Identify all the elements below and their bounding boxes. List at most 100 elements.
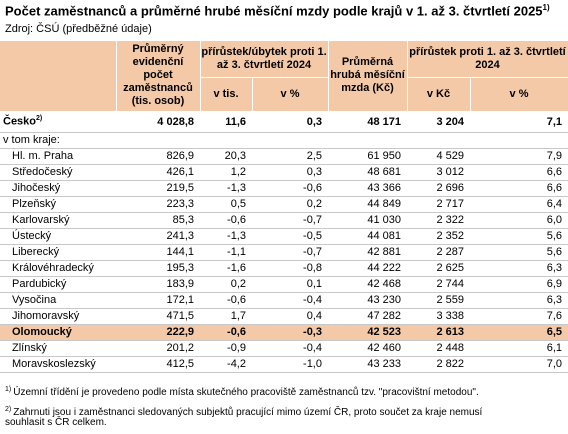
cell-emp-abs: 0,5 [200, 196, 252, 213]
cell-employees: 412,5 [116, 356, 200, 373]
cell-employees: 241,3 [116, 228, 200, 245]
cell-emp-abs: -4,2 [200, 356, 252, 373]
cell-wage-abs: 2 822 [407, 356, 470, 373]
cell-wage-abs: 2 322 [407, 212, 470, 229]
row-label: Moravskoslezský [0, 356, 116, 373]
cell-wage-abs: 2 625 [407, 260, 470, 277]
cell-wage-abs: 3 012 [407, 164, 470, 181]
row-label: Královéhradecký [0, 260, 116, 277]
cell-employees: 219,5 [116, 180, 200, 197]
cell-emp-abs: -1,3 [200, 180, 252, 197]
cell-wage: 42 523 [328, 324, 407, 341]
row-label: Hl. m. Praha [0, 148, 116, 165]
source-note: Zdroj: ČSÚ (předběžné údaje) [5, 23, 152, 35]
footnote: souhlasit s ČR celkem. [5, 417, 107, 428]
cell-wage: 44 222 [328, 260, 407, 277]
cell-wage-pct: 6,3 [470, 292, 568, 309]
table-row: Plzeňský 223,3 0,5 0,2 44 849 2 717 6,4 [0, 196, 568, 213]
cell-wage: 47 282 [328, 308, 407, 325]
cell-wage-abs: 2 717 [407, 196, 470, 213]
cell-employees: 183,9 [116, 276, 200, 293]
row-label: Olomoucký [0, 324, 116, 341]
table-row: Karlovarský 85,3 -0,6 -0,7 41 030 2 322 6,0 [0, 212, 568, 229]
cell-wage-pct: 7,1 [470, 111, 568, 133]
cell-emp-pct: -0,8 [252, 260, 328, 277]
table-title: Počet zaměstnanců a průměrné hrubé měsíč… [5, 3, 550, 19]
cell-emp-abs: -0,6 [200, 324, 252, 341]
header-avg-employees: Průměrný evidenční počet zaměstnanců (ti… [116, 41, 201, 112]
cell-emp-abs: 20,3 [200, 148, 252, 165]
cell-emp-abs: 0,2 [200, 276, 252, 293]
cell-employees: 223,3 [116, 196, 200, 213]
cell-wage-pct: 7,9 [470, 148, 568, 165]
cell-employees: 195,3 [116, 260, 200, 277]
cell-wage: 44 081 [328, 228, 407, 245]
row-label: Liberecký [0, 244, 116, 261]
wages-table: Průměrný evidenční počet zaměstnanců (ti… [0, 41, 568, 373]
row-label: Vysočina [0, 292, 116, 309]
cell-wage: 43 230 [328, 292, 407, 309]
table-row: Zlínský 201,2 -0,9 -0,4 42 460 2 448 6,1 [0, 340, 568, 357]
row-label: Česko2) [0, 111, 116, 133]
cell-emp-abs: -0,9 [200, 340, 252, 357]
footnote: 1) Územní třídění je provedeno podle míst… [5, 386, 479, 399]
cell-wage: 44 849 [328, 196, 407, 213]
table-row: Pardubický 183,9 0,2 0,1 42 468 2 744 6,9 [0, 276, 568, 293]
row-label: Pardubický [0, 276, 116, 293]
cell-employees: 471,5 [116, 308, 200, 325]
cell-employees: 4 028,8 [116, 111, 200, 133]
cell-wage: 61 950 [328, 148, 407, 165]
header-corner [0, 41, 117, 112]
row-label: Středočeský [0, 164, 116, 181]
cell-employees: 172,1 [116, 292, 200, 309]
cell-employees: 826,9 [116, 148, 200, 165]
header-emp-change-abs: v tis. [200, 77, 253, 112]
table-row: Jihočeský 219,5 -1,3 -0,6 43 366 2 696 6,6 [0, 180, 568, 197]
cell-emp-abs: 11,6 [200, 111, 252, 133]
cell-employees: 426,1 [116, 164, 200, 181]
cell-wage: 43 233 [328, 356, 407, 373]
row-label: Jihomoravský [0, 308, 116, 325]
table-row: Liberecký 144,1 -1,1 -0,7 42 881 2 287 5,6 [0, 244, 568, 261]
row-label: Zlínský [0, 340, 116, 357]
cell-wage-pct: 5,6 [470, 244, 568, 261]
cell-wage-abs: 2 287 [407, 244, 470, 261]
table-row-section: v tom kraje: [0, 132, 568, 149]
table-row: Středočeský 426,1 1,2 0,3 48 681 3 012 6,6 [0, 164, 568, 181]
cell-wage-abs: 4 529 [407, 148, 470, 165]
cell-employees: 201,2 [116, 340, 200, 357]
cell-emp-abs: -1,3 [200, 228, 252, 245]
cell-employees: 85,3 [116, 212, 200, 229]
cell-emp-pct: 0,4 [252, 308, 328, 325]
header-emp-change: přírůstek/úbytek proti 1. až 3. čtvrtlet… [200, 41, 329, 78]
cell-wage-abs: 3 338 [407, 308, 470, 325]
footnote: 2) Zahrnuti jsou i zaměstnanci sledovanýc… [5, 406, 483, 419]
table-row: Ústecký 241,3 -1,3 -0,5 44 081 2 352 5,6 [0, 228, 568, 245]
cell-wage: 48 681 [328, 164, 407, 181]
cell-wage-abs: 2 613 [407, 324, 470, 341]
header-wage-change: přírůstek proti 1. až 3. čtvrtletí 2024 [407, 41, 568, 78]
cell-employees: 222,9 [116, 324, 200, 341]
cell-emp-pct: -0,3 [252, 324, 328, 341]
cell-emp-abs: 1,2 [200, 164, 252, 181]
cell-emp-abs: -1,1 [200, 244, 252, 261]
cell-emp-pct: -0,5 [252, 228, 328, 245]
row-label: Plzeňský [0, 196, 116, 213]
cell-wage-abs: 2 744 [407, 276, 470, 293]
cell-wage-pct: 7,6 [470, 308, 568, 325]
cell-wage-abs: 2 559 [407, 292, 470, 309]
cell-emp-pct: -0,6 [252, 180, 328, 197]
cell-emp-abs: -0,6 [200, 292, 252, 309]
cell-emp-pct: 0,3 [252, 164, 328, 181]
header-avg-wage: Průměrná hrubá měsíční mzda (Kč) [328, 41, 408, 112]
cell-wage-abs: 2 696 [407, 180, 470, 197]
table-row: Jihomoravský 471,5 1,7 0,4 47 282 3 338 7,6 [0, 308, 568, 325]
cell-wage: 42 881 [328, 244, 407, 261]
cell-wage-pct: 6,6 [470, 164, 568, 181]
row-label: Ústecký [0, 228, 116, 245]
table-row: Hl. m. Praha 826,9 20,3 2,5 61 950 4 529 7,9 [0, 148, 568, 165]
cell-wage-pct: 6,9 [470, 276, 568, 293]
section-label: v tom kraje: [0, 132, 568, 149]
cell-wage-pct: 6,6 [470, 180, 568, 197]
